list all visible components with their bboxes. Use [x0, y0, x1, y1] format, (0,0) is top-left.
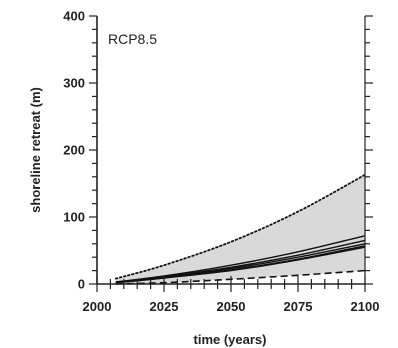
x-tick-label: 2000: [83, 299, 112, 314]
y-tick-label: 200: [63, 143, 85, 158]
x-tick-label: 2075: [284, 299, 313, 314]
y-tick-label: 400: [63, 9, 85, 24]
y-tick-label: 300: [63, 76, 85, 91]
x-tick-label: 2100: [351, 299, 380, 314]
x-tick-label: 2050: [217, 299, 246, 314]
x-axis-title: time (years): [194, 332, 267, 347]
y-tick-label: 0: [78, 277, 85, 292]
series-line-dotted-0: [114, 173, 366, 280]
scenario-annotation: RCP8.5: [108, 31, 157, 47]
ticks-layer: 0 100 200 300 400 2000 2025 2050 2075 2100: [63, 9, 379, 315]
series-line-solid-6: [115, 243, 366, 284]
y-tick-label: 100: [63, 210, 85, 225]
y-axis-title: shoreline retreat (m): [28, 87, 43, 213]
x-tick-label: 2025: [150, 299, 179, 314]
